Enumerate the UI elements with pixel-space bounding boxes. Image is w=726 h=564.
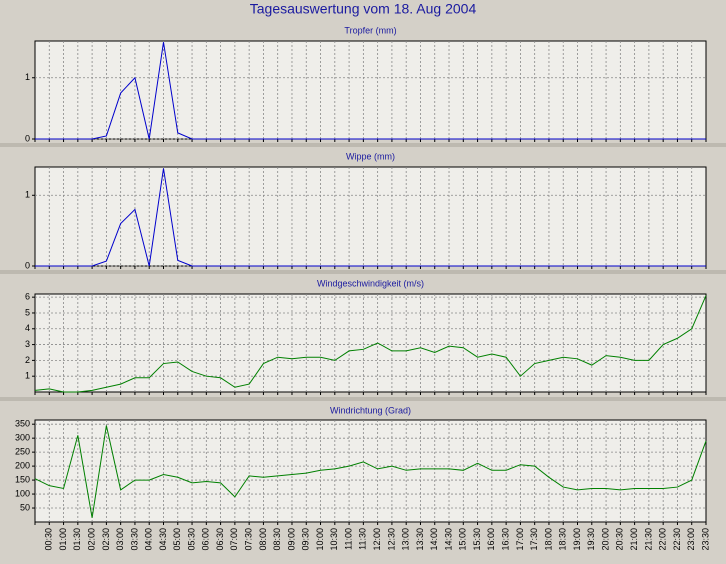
x-tick-label: 23:30: [700, 528, 710, 551]
plot-area: [34, 293, 707, 393]
x-tick-label: 11:30: [358, 528, 368, 550]
x-tick-label: 16:30: [501, 528, 511, 551]
y-tick-label: 300: [15, 433, 30, 443]
x-tick-label: 08:00: [258, 528, 268, 551]
panel-title: Wippe (mm): [346, 151, 395, 161]
x-tick-label: 17:00: [515, 528, 525, 551]
x-tick-label: 10:30: [329, 528, 339, 551]
y-tick-label: 4: [25, 323, 30, 333]
x-tick-label: 01:00: [58, 528, 68, 551]
y-tick-label: 6: [25, 292, 30, 302]
data-line: [35, 42, 706, 140]
panel-title: Tropfer (mm): [344, 25, 396, 35]
x-tick-label: 19:30: [586, 528, 596, 551]
x-tick-label: 14:00: [429, 528, 439, 551]
y-tick-label: 2: [25, 355, 30, 365]
x-tick-label: 07:30: [244, 528, 254, 551]
x-tick-label: 17:30: [529, 528, 539, 551]
y-tick-label: 0: [25, 133, 30, 143]
data-line: [35, 168, 706, 267]
data-line: [34, 295, 707, 393]
x-tick-label: 03:00: [115, 528, 125, 551]
x-tick-label: 15:00: [458, 528, 468, 551]
x-tick-label: 13:30: [415, 528, 425, 551]
x-tick-label: 20:30: [615, 528, 625, 551]
x-tick-label: 08:30: [272, 528, 282, 551]
x-tick-label: 11:00: [343, 528, 353, 550]
x-tick-label: 04:00: [144, 528, 154, 551]
plot-area: [34, 40, 707, 140]
y-tick-label: 100: [15, 488, 30, 498]
y-tick-label: 1: [25, 371, 30, 381]
y-tick-label: 250: [15, 447, 30, 457]
x-tick-label: 01:30: [72, 528, 82, 551]
x-tick-label: 20:00: [600, 528, 610, 551]
x-tick-label: 22:00: [658, 528, 668, 551]
y-tick-label: 200: [15, 460, 30, 470]
x-tick-label: 06:30: [215, 528, 225, 551]
y-tick-label: 3: [25, 339, 30, 349]
y-tick-label: 50: [20, 502, 30, 512]
panel-separator: [0, 397, 726, 401]
plot-area: [34, 419, 707, 523]
x-tick-label: 21:30: [643, 528, 653, 551]
x-tick-label: 14:30: [443, 528, 453, 551]
x-tick-label: 13:00: [401, 528, 411, 551]
x-tick-label: 05:30: [186, 528, 196, 551]
y-tick-label: 150: [15, 474, 30, 484]
panel-separator: [0, 270, 726, 274]
x-tick-label: 12:30: [386, 528, 396, 551]
x-tick-label: 09:30: [301, 528, 311, 551]
plot-area: [34, 166, 707, 267]
x-tick-label: 16:00: [486, 528, 496, 551]
x-tick-label: 07:00: [229, 528, 239, 551]
x-tick-label: 02:30: [101, 528, 111, 551]
y-tick-label: 350: [15, 419, 30, 429]
y-tick-label: 0: [25, 260, 30, 270]
x-tick-label: 23:00: [686, 528, 696, 551]
x-tick-label: 18:00: [543, 528, 553, 551]
x-tick-label: 09:00: [286, 528, 296, 551]
data-line: [34, 425, 707, 518]
x-tick-label: 18:30: [558, 528, 568, 551]
x-tick-label: 02:00: [86, 528, 96, 551]
panel-title: Windgeschwindigkeit (m/s): [317, 278, 424, 288]
x-tick-label: 21:00: [629, 528, 639, 551]
x-tick-label: 10:00: [315, 528, 325, 551]
main-title: Tagesauswertung vom 18. Aug 2004: [250, 1, 477, 17]
panel-title: Windrichtung (Grad): [330, 405, 411, 415]
x-tick-label: 06:00: [201, 528, 211, 551]
x-tick-label: 19:00: [572, 528, 582, 551]
y-tick-label: 5: [25, 307, 30, 317]
x-tick-label: 15:30: [472, 528, 482, 551]
x-tick-label: 03:30: [129, 528, 139, 551]
x-tick-label: 22:30: [672, 528, 682, 551]
y-tick-label: 1: [25, 190, 30, 200]
panel-separator: [0, 143, 726, 147]
x-tick-label: 04:30: [158, 528, 168, 551]
y-tick-label: 1: [25, 72, 30, 82]
x-tick-label: 12:00: [372, 528, 382, 551]
x-tick-label: 05:00: [172, 528, 182, 551]
x-tick-label: 00:30: [44, 528, 54, 551]
